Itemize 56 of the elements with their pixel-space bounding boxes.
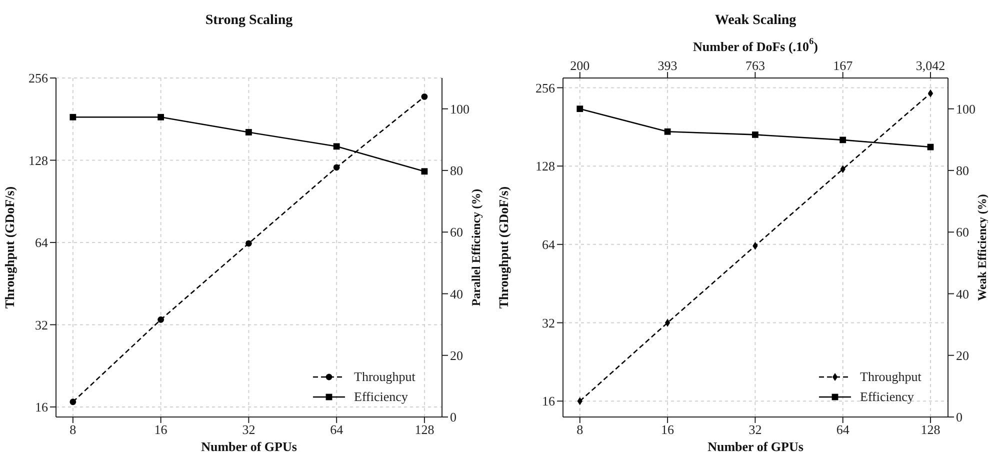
- y-tick-label: 32: [542, 315, 555, 330]
- x-tick-label: 128: [920, 422, 940, 438]
- text: 200: [570, 58, 590, 73]
- point: [928, 89, 934, 98]
- y2-tick-label: 80: [450, 163, 463, 178]
- y-tick-label: 256: [28, 70, 48, 86]
- text: 763: [745, 58, 765, 73]
- x-tick-label: 64: [836, 422, 850, 438]
- y2-tick-label: 100: [956, 101, 976, 116]
- point: [664, 318, 670, 327]
- x-tick-label: 32: [242, 422, 256, 438]
- legend-label: Throughput: [354, 369, 416, 385]
- y-tick-label: 16: [542, 394, 556, 409]
- x-tick-label: 8: [70, 422, 76, 438]
- y-tick-label: 64: [35, 235, 48, 250]
- y2-tick-label: 40: [956, 286, 969, 302]
- y2-tick-label: 20: [450, 348, 463, 363]
- y2-tick-label: 0: [956, 410, 962, 425]
- x-tick-label: 32: [748, 422, 762, 438]
- text: 3,042: [916, 58, 946, 73]
- text: 167: [833, 58, 854, 73]
- text: 393: [658, 58, 678, 73]
- legend-label: Efficiency: [354, 389, 408, 405]
- point: [245, 240, 252, 247]
- y2-tick-label: 100: [450, 101, 470, 116]
- y-axis-title: Throughput (GDoF/s): [496, 186, 510, 309]
- x-axis-title: Number of GPUs: [708, 438, 804, 452]
- y2-tick-label: 20: [956, 348, 969, 363]
- y2-tick-label: 0: [450, 410, 456, 425]
- chart-title: Strong Scaling: [204, 13, 294, 29]
- x-tick-label: 16: [154, 422, 168, 438]
- x-tick-label: 128: [414, 422, 434, 438]
- chart-title: Weak Scaling: [714, 13, 798, 29]
- y2-axis-title: Parallel Efficiency (%): [469, 188, 483, 306]
- y2-tick-label: 40: [450, 286, 463, 302]
- x-tick-label: 64: [330, 422, 344, 438]
- legend-label: Throughput: [860, 369, 922, 385]
- y2-tick-label: 60: [956, 224, 969, 240]
- x-tick-label: 16: [661, 422, 675, 438]
- y-tick-label: 128: [28, 152, 48, 168]
- x2-axis-title: Number of DoFs (.10$^{6}$): [693, 36, 818, 54]
- point: [421, 93, 428, 100]
- x-axis-title: Number of GPUs: [201, 438, 297, 452]
- y2-tick-label: 60: [450, 224, 463, 240]
- point: [158, 316, 164, 323]
- y2-tick-label: 80: [956, 163, 969, 178]
- y-tick-label: 128: [536, 158, 555, 174]
- y-tick-label: 256: [536, 80, 556, 96]
- y-tick-label: 32: [35, 317, 48, 332]
- point: [70, 398, 76, 406]
- y-tick-label: 16: [35, 400, 48, 415]
- legend-label: Efficiency: [860, 389, 914, 405]
- point: [333, 164, 340, 171]
- x-tick-label: 8: [576, 422, 584, 438]
- y-axis-title: Throughput (GDoF/s): [2, 186, 16, 309]
- y-tick-label: 64: [542, 237, 556, 252]
